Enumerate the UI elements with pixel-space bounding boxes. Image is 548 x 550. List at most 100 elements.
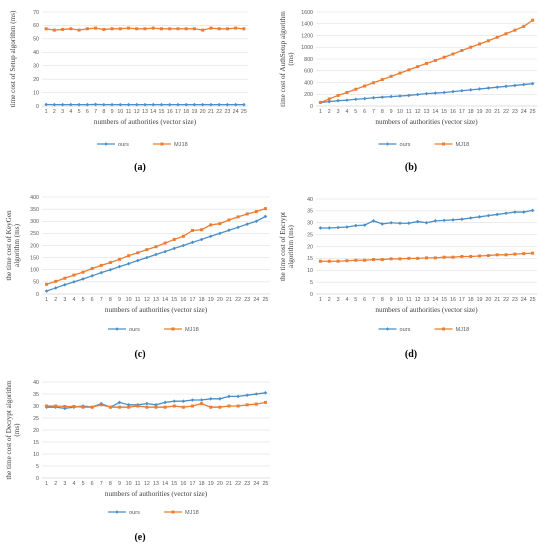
legend-label-mj18: MJ18 <box>174 142 188 148</box>
x-tick-label: 13 <box>424 297 430 303</box>
x-tick-label: 16 <box>450 109 456 115</box>
data-point-ours <box>233 102 238 107</box>
x-tick-label: 11 <box>135 297 141 303</box>
x-tick-label: 3 <box>61 109 64 115</box>
data-point-mj18 <box>433 58 437 62</box>
x-tick-label: 18 <box>468 109 474 115</box>
data-point-ours <box>263 391 268 395</box>
data-point-ours <box>99 270 104 275</box>
x-tick-label: 6 <box>86 109 89 115</box>
x-tick-label: 1 <box>45 109 48 115</box>
data-point-ours <box>362 96 367 101</box>
panel-caption: (b) <box>405 162 417 173</box>
data-point-ours <box>504 84 508 89</box>
data-point-mj18 <box>54 404 58 408</box>
x-tick-label: 12 <box>134 109 140 115</box>
series-line-mj18 <box>320 19 533 104</box>
data-point-mj18 <box>504 253 508 257</box>
x-tick-label: 9 <box>390 109 393 115</box>
data-point-mj18 <box>184 27 188 31</box>
data-point-ours <box>236 225 240 230</box>
data-point-mj18 <box>176 27 180 31</box>
data-point-mj18 <box>531 18 535 22</box>
y-tick-label: 20 <box>33 77 39 83</box>
data-point-mj18 <box>460 48 464 52</box>
data-point-ours <box>154 252 158 257</box>
data-point-mj18 <box>478 42 482 46</box>
data-point-mj18 <box>63 404 67 408</box>
data-point-mj18 <box>469 45 473 49</box>
x-tick-label: 3 <box>337 109 340 115</box>
x-tick-label: 22 <box>216 109 222 115</box>
y-tick-label: 25 <box>33 416 39 422</box>
x-tick-label: 19 <box>477 109 483 115</box>
data-point-mj18 <box>45 404 49 408</box>
y-tick-label: 20 <box>33 428 39 434</box>
data-point-mj18 <box>478 254 482 258</box>
data-point-ours <box>460 88 464 93</box>
data-point-mj18 <box>217 27 221 31</box>
x-tick-label: 13 <box>142 109 148 115</box>
x-tick-label: 21 <box>494 297 500 303</box>
x-tick-label: 6 <box>91 297 94 303</box>
data-point-mj18 <box>118 27 122 31</box>
data-point-mj18 <box>254 402 258 406</box>
x-tick-label: 6 <box>363 109 366 115</box>
data-point-ours <box>53 286 58 290</box>
data-point-ours <box>199 237 204 242</box>
y-axis-title: algorithm (ms) <box>13 223 21 267</box>
y-tick-label: 0 <box>310 292 313 298</box>
data-point-ours <box>225 102 230 107</box>
data-point-mj18 <box>99 403 103 407</box>
data-point-mj18 <box>127 405 131 409</box>
x-tick-label: 11 <box>406 109 412 115</box>
y-axis-title: the time cost of Decrypt algorithm <box>5 380 13 480</box>
data-point-ours <box>184 102 188 107</box>
data-point-mj18 <box>245 403 249 407</box>
data-point-mj18 <box>318 100 322 104</box>
data-point-mj18 <box>380 78 384 82</box>
y-tick-label: 15 <box>33 440 39 446</box>
x-tick-label: 16 <box>167 109 173 115</box>
data-point-ours <box>167 102 172 107</box>
data-point-ours <box>227 228 231 233</box>
data-point-mj18 <box>380 258 384 262</box>
data-point-ours <box>336 225 340 230</box>
data-point-mj18 <box>145 405 149 409</box>
data-point-mj18 <box>218 222 222 226</box>
x-tick-label: 5 <box>82 481 85 487</box>
data-point-ours <box>126 403 131 407</box>
data-point-mj18 <box>236 404 240 408</box>
data-point-mj18 <box>254 210 258 214</box>
data-point-ours <box>451 89 455 94</box>
data-point-mj18 <box>407 256 411 260</box>
data-point-ours <box>77 102 81 107</box>
data-point-mj18 <box>200 228 204 232</box>
data-point-ours <box>227 394 231 399</box>
y-tick-label: 0 <box>310 104 313 110</box>
data-point-mj18 <box>81 270 85 274</box>
x-tick-label: 15 <box>441 109 447 115</box>
x-tick-label: 14 <box>432 297 438 303</box>
x-tick-label: 12 <box>415 297 421 303</box>
data-point-ours <box>398 94 402 98</box>
x-tick-label: 12 <box>144 481 150 487</box>
x-tick-label: 16 <box>450 297 456 303</box>
data-point-ours <box>513 83 517 88</box>
data-point-mj18 <box>425 61 428 65</box>
x-tick-label: 20 <box>485 109 491 115</box>
y-tick-label: 10 <box>307 268 313 274</box>
data-point-ours <box>199 398 204 402</box>
legend-label-ours: ours <box>400 142 411 148</box>
x-tick-label: 19 <box>208 481 214 487</box>
data-point-mj18 <box>416 256 420 260</box>
x-tick-label: 21 <box>208 109 214 115</box>
x-tick-label: 8 <box>109 297 112 303</box>
data-point-ours <box>102 102 106 107</box>
data-point-ours <box>117 400 122 405</box>
data-point-ours <box>134 102 139 107</box>
data-point-ours <box>460 217 464 221</box>
data-point-ours <box>389 94 393 99</box>
x-tick-label: 9 <box>118 481 121 487</box>
data-point-ours <box>513 210 517 214</box>
